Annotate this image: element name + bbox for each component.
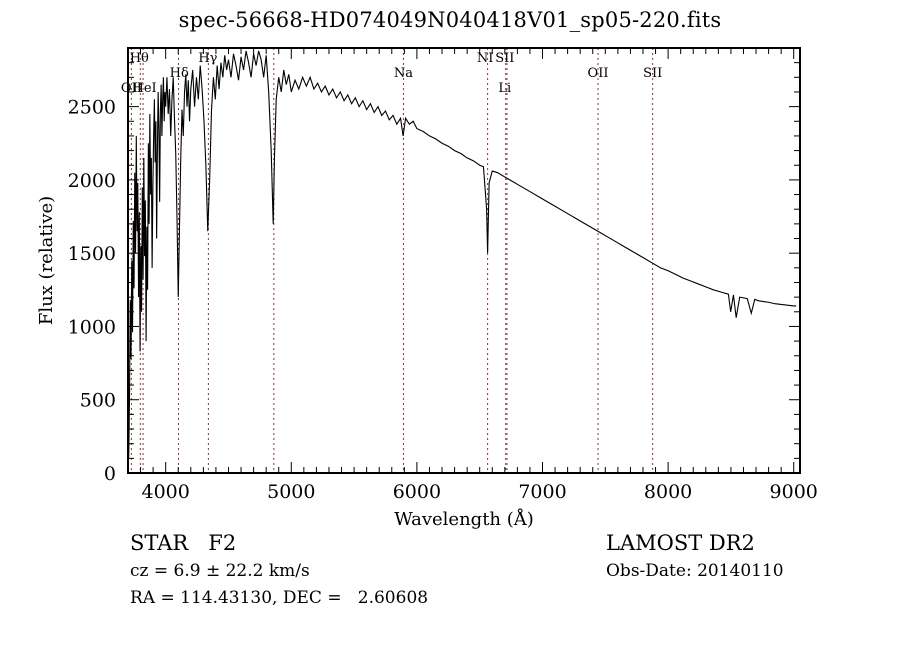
y-tick-label: 2000 [68,170,116,192]
spectral-line-label-li: Li [498,81,511,96]
x-tick-label: 5000 [267,481,315,503]
spectral-line-label-sii: SII [643,66,662,81]
y-axis-title: Flux (relative) [36,196,57,325]
spectral-line-label-hγ: Hγ [198,51,217,66]
spectral-line-label-hei: HeI [132,81,156,96]
x-axis-title: Wavelength (Å) [394,508,534,530]
spectral-line-label-hδ: Hδ [170,66,189,81]
coordinates-label: RA = 114.43130, DEC = 2.60608 [130,588,429,608]
y-tick-label: 1500 [68,243,116,265]
footer-right-column: LAMOST DR2 Obs-Date: 20140110 [606,528,784,585]
plot-frame [127,47,801,474]
spectrum-trace [127,50,797,468]
x-tick-label: 9000 [770,481,818,503]
spectral-line-label-sii: SII [495,51,514,66]
spectral-line-label-na: Na [394,66,413,81]
survey-label: LAMOST DR2 [606,531,755,555]
spectral-line-label-oii: OII [121,81,142,96]
spectral-line-label-ni: NI [477,51,494,66]
x-tick-label: 6000 [393,481,441,503]
y-tick-label: 0 [104,463,116,485]
y-tick-label: 2500 [68,97,116,119]
x-tick-label: 8000 [644,481,692,503]
spectral-line-label-hθ: Hθ [130,51,149,66]
redshift-velocity-label: cz = 6.9 ± 22.2 km/s [130,561,310,581]
obs-date-label: Obs-Date: 20140110 [606,561,784,581]
x-tick-label: 4000 [142,481,190,503]
spectral-line-label-oii: OII [588,66,609,81]
object-type-label: STAR F2 [130,531,237,555]
y-tick-label: 500 [80,390,116,412]
page-title: spec-56668-HD074049N040418V01_sp05-220.f… [178,8,722,32]
footer-left-column: STAR F2 cz = 6.9 ± 22.2 km/s RA = 114.43… [130,528,428,612]
footer-annotations: STAR F2 cz = 6.9 ± 22.2 km/s RA = 114.43… [0,528,900,638]
x-tick-label: 7000 [518,481,566,503]
y-tick-label: 1000 [68,316,116,338]
